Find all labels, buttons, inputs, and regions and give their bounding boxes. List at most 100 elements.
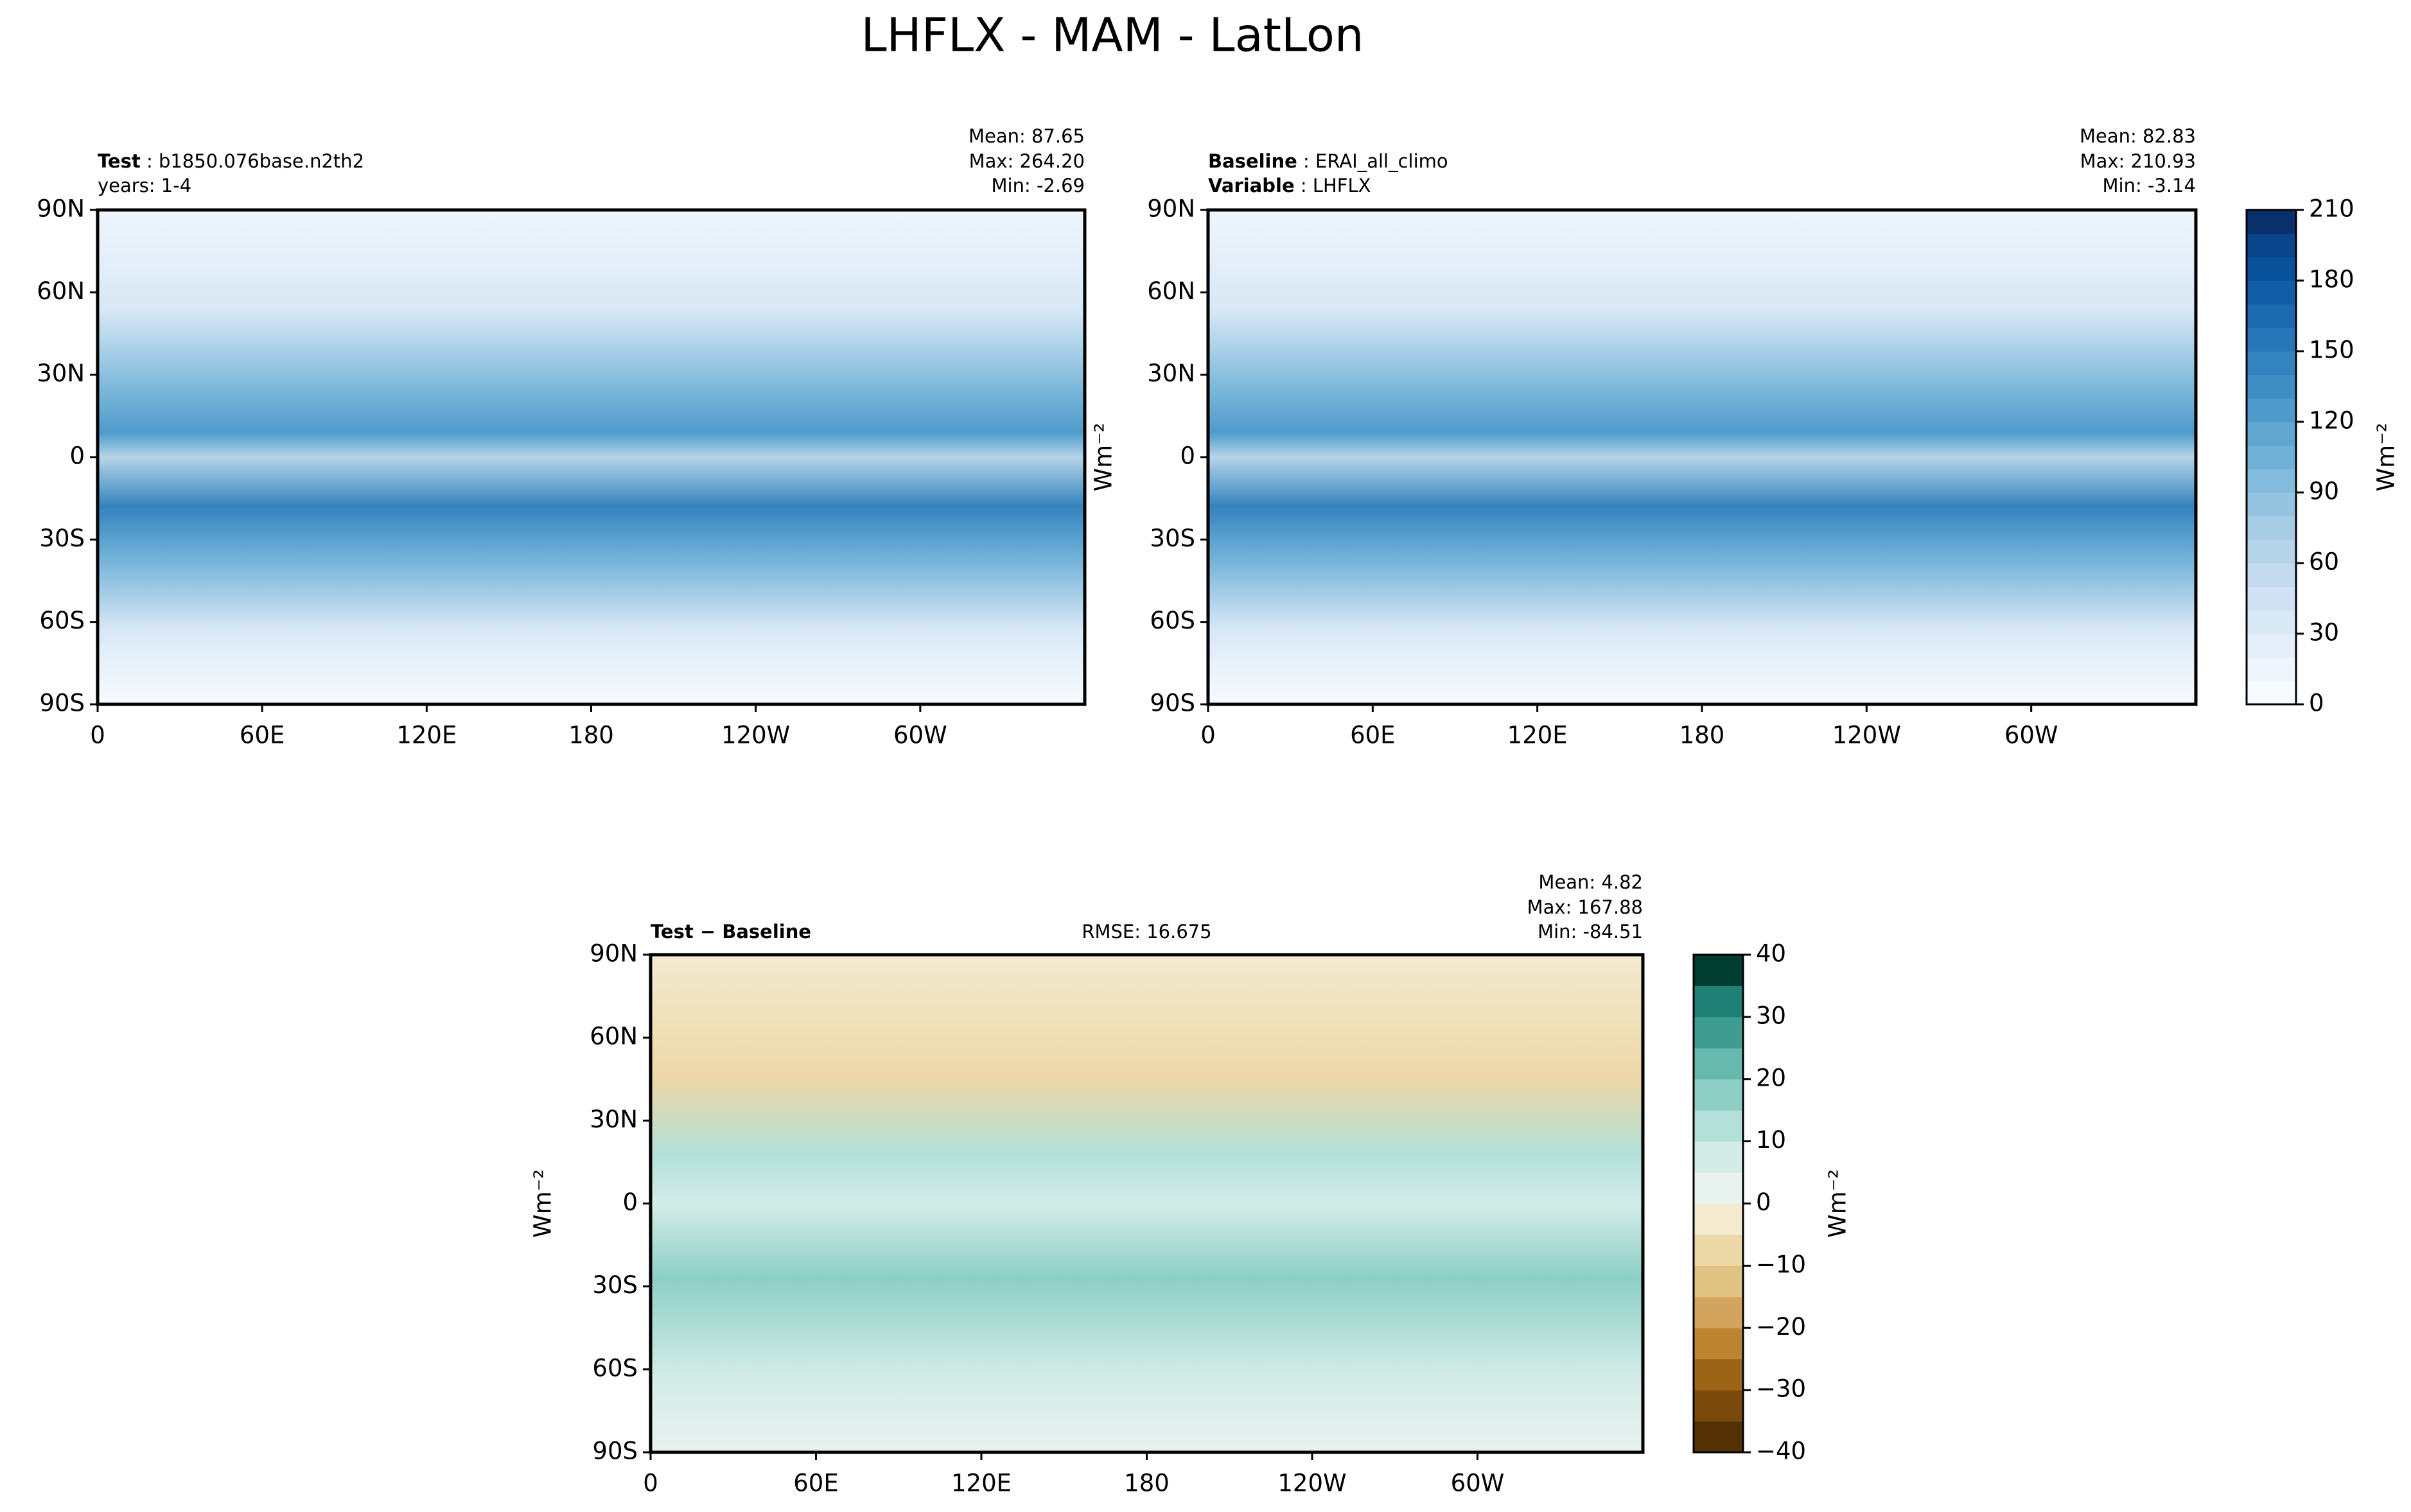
colorbar-band: [2247, 469, 2296, 493]
x-tick-label: 0: [1200, 722, 1216, 749]
x-tick-label: 0: [643, 1470, 658, 1497]
colorbar-band: [1694, 1234, 1743, 1266]
colorbar-band: [1694, 986, 1743, 1018]
colorbar-band: [2247, 398, 2296, 422]
colorbar-tick-label: 180: [2309, 266, 2354, 293]
y-tick-label: 60S: [1150, 607, 1195, 634]
x-tick-label: 120E: [396, 722, 457, 749]
x-tick-label: 120W: [721, 722, 790, 749]
colorbar-label: Wm⁻²: [1824, 1169, 1852, 1238]
y-tick-label: 30N: [590, 1106, 638, 1133]
colorbar-tick-label: 30: [1756, 1002, 1786, 1029]
colorbar-band: [2247, 610, 2296, 634]
label-text: years: 1-4: [98, 175, 191, 196]
colorbar-band: [1694, 1421, 1743, 1453]
panel-label: years: 1-4: [98, 175, 191, 196]
x-tick-label: 120E: [1507, 722, 1568, 749]
colorbar-tick-label: 90: [2309, 478, 2339, 505]
x-tick-label: 60E: [793, 1470, 838, 1497]
y-tick-label: 90S: [592, 1438, 638, 1465]
colorbar-band: [2247, 327, 2296, 352]
colorbar-band: [2247, 374, 2296, 399]
x-tick-label: 60W: [893, 722, 947, 749]
colorbar-band: [2247, 422, 2296, 446]
x-tick-label: 180: [1679, 722, 1725, 749]
stat-label: Min: -84.51: [1538, 921, 1643, 943]
colorbar-frame: [2245, 209, 2297, 706]
colorbar-tick-label: 210: [2309, 195, 2354, 223]
x-tick-label: 0: [90, 722, 105, 749]
stat-label: Max: 264.20: [969, 150, 1085, 172]
colorbar-tick-label: −10: [1756, 1251, 1806, 1278]
panel-label: Test : b1850.076base.n2th2: [98, 150, 364, 172]
colorbar-band: [2247, 281, 2296, 305]
y-axis-label: Wm⁻²: [1090, 423, 1118, 492]
x-tick-label: 180: [1124, 1470, 1170, 1497]
label-text: : b1850.076base.n2th2: [141, 150, 364, 172]
colorbar-band: [1694, 955, 1743, 986]
stat-label: Min: -3.14: [2103, 175, 2196, 196]
y-tick-label: 60N: [37, 277, 85, 305]
y-tick-label: 90N: [1147, 195, 1195, 223]
label-key: Test: [98, 150, 141, 172]
stat-label: Max: 210.93: [2080, 150, 2196, 172]
y-tick-label: 30S: [592, 1271, 638, 1299]
colorbar-band: [1694, 1048, 1743, 1080]
panel-label: Test − Baseline: [651, 921, 811, 943]
colorbar-tick-label: 120: [2309, 407, 2354, 435]
colorbar-band: [2247, 681, 2296, 705]
colorbar-band: [2247, 304, 2296, 328]
x-tick-label: 60E: [1350, 722, 1395, 749]
label-key: Test − Baseline: [651, 921, 811, 943]
colorbar-band: [2247, 492, 2296, 517]
x-tick-label: 120E: [951, 1470, 1012, 1497]
map-field: [651, 955, 1643, 1452]
stat-label: Mean: 82.83: [2080, 125, 2196, 147]
colorbar-band: [1694, 1328, 1743, 1360]
colorbar-band: [2247, 233, 2296, 257]
colorbar-band: [1694, 1296, 1743, 1328]
colorbar-tick-label: −30: [1756, 1375, 1806, 1403]
map-field: [98, 210, 1085, 704]
colorbar-tick-label: 40: [1756, 940, 1786, 968]
y-tick-label: 30N: [1147, 360, 1195, 387]
label-text: : ERAI_all_climo: [1297, 150, 1448, 172]
colorbar-band: [2247, 210, 2296, 234]
x-tick-label: 120W: [1277, 1470, 1346, 1497]
y-tick-label: 0: [69, 442, 85, 470]
x-tick-label: 60E: [240, 722, 285, 749]
y-tick-label: 90S: [1150, 690, 1195, 717]
colorbar-tick-label: 0: [2309, 690, 2324, 717]
stat-label: Mean: 87.65: [969, 125, 1085, 147]
y-tick-label: 0: [622, 1188, 638, 1216]
x-tick-label: 60W: [2004, 722, 2058, 749]
stat-label: Max: 167.88: [1527, 896, 1643, 918]
x-tick-label: 120W: [1832, 722, 1901, 749]
colorbar-band: [2247, 516, 2296, 540]
y-tick-label: 60S: [39, 607, 85, 634]
label-key: Variable: [1208, 175, 1295, 196]
colorbar-band: [1694, 1172, 1743, 1204]
colorbar-label: Wm⁻²: [2372, 423, 2400, 492]
y-tick-label: 30S: [39, 525, 85, 552]
panel-label: Baseline : ERAI_all_climo: [1208, 150, 1448, 172]
label-text: : LHFLX: [1295, 175, 1371, 196]
rmse-label: RMSE: 16.675: [1082, 921, 1211, 943]
label-key: Baseline: [1208, 150, 1297, 172]
map-field: [1208, 210, 2196, 704]
y-tick-label: 60N: [1147, 277, 1195, 305]
stat-label: Min: -2.69: [992, 175, 1085, 196]
colorbar-band: [2247, 351, 2296, 376]
colorbar-band: [2247, 257, 2296, 281]
colorbar-band: [1694, 1265, 1743, 1298]
y-tick-label: 90S: [39, 690, 85, 717]
colorbar-band: [1694, 1141, 1743, 1173]
x-tick-label: 180: [568, 722, 614, 749]
colorbar-band: [1694, 1390, 1743, 1422]
colorbar-tick-label: 20: [1756, 1064, 1786, 1091]
colorbar-band: [2247, 634, 2296, 658]
colorbar-band: [2247, 586, 2296, 611]
y-axis-label: Wm⁻²: [529, 1169, 557, 1238]
colorbar-band: [2247, 563, 2296, 587]
